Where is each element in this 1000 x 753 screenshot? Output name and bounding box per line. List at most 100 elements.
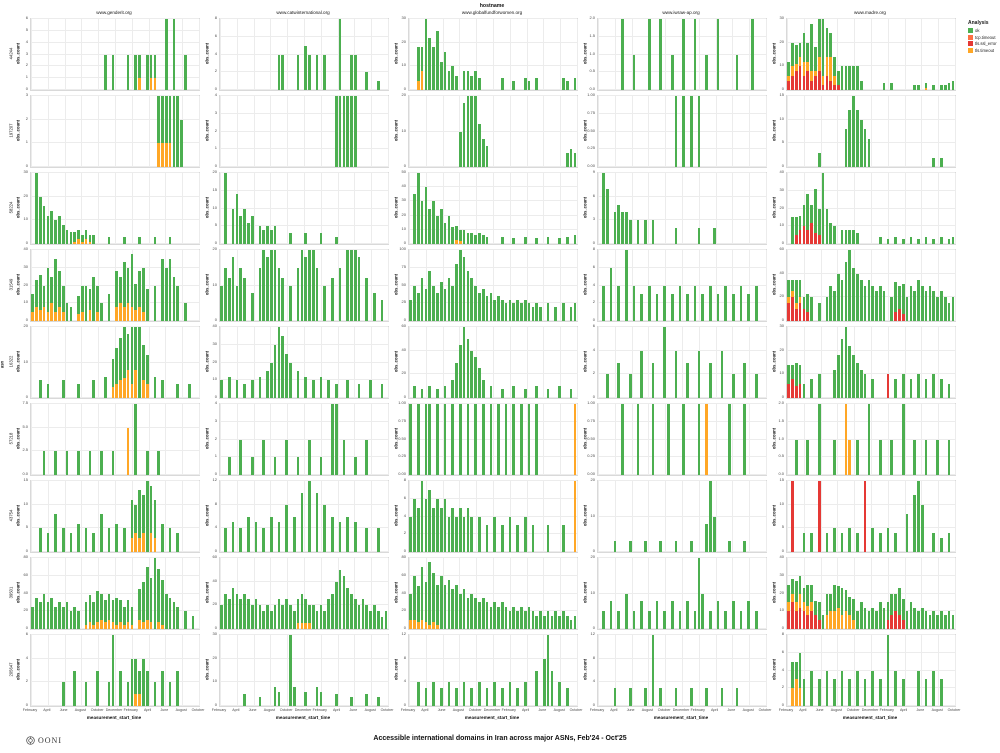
bar[interactable] xyxy=(277,522,281,552)
bar[interactable] xyxy=(743,362,747,398)
bar[interactable] xyxy=(308,605,311,629)
bar[interactable] xyxy=(273,457,277,475)
bar[interactable] xyxy=(795,439,798,475)
bar[interactable] xyxy=(235,285,239,321)
bar[interactable] xyxy=(145,566,149,629)
bar[interactable] xyxy=(54,514,57,552)
bar[interactable] xyxy=(485,525,489,552)
bar[interactable] xyxy=(439,507,443,552)
bar[interactable] xyxy=(833,439,836,475)
bar[interactable] xyxy=(709,481,712,552)
bar[interactable] xyxy=(247,599,250,629)
bar[interactable] xyxy=(107,236,111,244)
bar[interactable] xyxy=(859,602,863,629)
bar[interactable] xyxy=(315,492,319,552)
bar[interactable] xyxy=(417,47,420,90)
bar[interactable] xyxy=(447,71,451,90)
bar[interactable] xyxy=(428,386,432,398)
bar[interactable] xyxy=(523,236,527,244)
bar[interactable] xyxy=(932,533,936,552)
bar[interactable] xyxy=(239,528,243,552)
bar[interactable] xyxy=(913,85,916,90)
bar[interactable] xyxy=(932,85,936,90)
bar[interactable] xyxy=(501,525,504,552)
bar[interactable] xyxy=(644,688,647,706)
bar[interactable] xyxy=(867,279,871,321)
bar[interactable] xyxy=(228,278,231,321)
bar[interactable] xyxy=(504,303,508,321)
bar[interactable] xyxy=(520,606,523,629)
bar[interactable] xyxy=(901,679,905,706)
bar[interactable] xyxy=(802,204,806,244)
bar[interactable] xyxy=(712,516,716,552)
bar[interactable] xyxy=(58,215,61,244)
bar[interactable] xyxy=(439,61,443,90)
bar[interactable] xyxy=(539,306,542,321)
bar[interactable] xyxy=(863,481,867,552)
bar[interactable] xyxy=(350,54,353,90)
bar[interactable] xyxy=(795,661,798,706)
bar[interactable] xyxy=(481,289,485,321)
bar[interactable] xyxy=(886,602,890,629)
bar[interactable] xyxy=(833,226,836,244)
bar[interactable] xyxy=(84,229,88,244)
bar[interactable] xyxy=(573,235,577,244)
bar[interactable] xyxy=(138,236,141,244)
bar[interactable] xyxy=(354,54,357,90)
bar[interactable] xyxy=(258,267,262,321)
bar[interactable] xyxy=(617,285,621,321)
bar[interactable] xyxy=(134,658,138,706)
bar[interactable] xyxy=(546,388,550,398)
bar[interactable] xyxy=(157,568,160,629)
bar[interactable] xyxy=(848,110,852,167)
bar[interactable] xyxy=(130,658,134,706)
bar[interactable] xyxy=(65,229,69,244)
bar[interactable] xyxy=(111,451,115,475)
bar[interactable] xyxy=(890,82,894,90)
bar[interactable] xyxy=(111,358,115,398)
bar[interactable] xyxy=(61,225,65,244)
bar[interactable] xyxy=(338,267,342,321)
bar[interactable] xyxy=(142,658,145,706)
bar[interactable] xyxy=(466,507,470,552)
bar[interactable] xyxy=(165,593,168,629)
bar[interactable] xyxy=(111,635,115,706)
bar[interactable] xyxy=(459,344,462,398)
bar[interactable] xyxy=(459,593,462,629)
bar[interactable] xyxy=(172,19,176,90)
bar[interactable] xyxy=(191,615,195,629)
bar[interactable] xyxy=(569,149,573,167)
bar[interactable] xyxy=(436,388,439,398)
bar[interactable] xyxy=(909,602,913,629)
bar[interactable] xyxy=(504,404,508,475)
bar[interactable] xyxy=(142,344,145,398)
bar[interactable] xyxy=(168,258,172,321)
bar[interactable] xyxy=(821,173,825,244)
bar[interactable] xyxy=(250,457,254,475)
bar[interactable] xyxy=(829,33,832,90)
bar[interactable] xyxy=(825,208,829,244)
bar[interactable] xyxy=(940,611,943,629)
bar[interactable] xyxy=(61,380,65,398)
bar[interactable] xyxy=(848,679,852,706)
bar[interactable] xyxy=(913,439,916,475)
bar[interactable] xyxy=(470,688,474,706)
bar[interactable] xyxy=(88,595,92,629)
bar[interactable] xyxy=(447,215,451,244)
bar[interactable] xyxy=(285,599,288,629)
bar[interactable] xyxy=(940,379,943,398)
bar[interactable] xyxy=(856,533,859,552)
bar[interactable] xyxy=(844,229,848,244)
bar[interactable] xyxy=(470,232,474,244)
bar[interactable] xyxy=(365,528,369,552)
bar[interactable] xyxy=(289,605,292,629)
bar[interactable] xyxy=(625,250,628,321)
bar[interactable] xyxy=(451,285,454,321)
bar[interactable] xyxy=(844,404,848,475)
bar[interactable] xyxy=(432,47,435,90)
bar[interactable] xyxy=(92,380,96,398)
bar[interactable] xyxy=(350,96,353,167)
bar[interactable] xyxy=(573,481,577,552)
bar[interactable] xyxy=(459,131,462,167)
bar[interactable] xyxy=(436,30,439,90)
